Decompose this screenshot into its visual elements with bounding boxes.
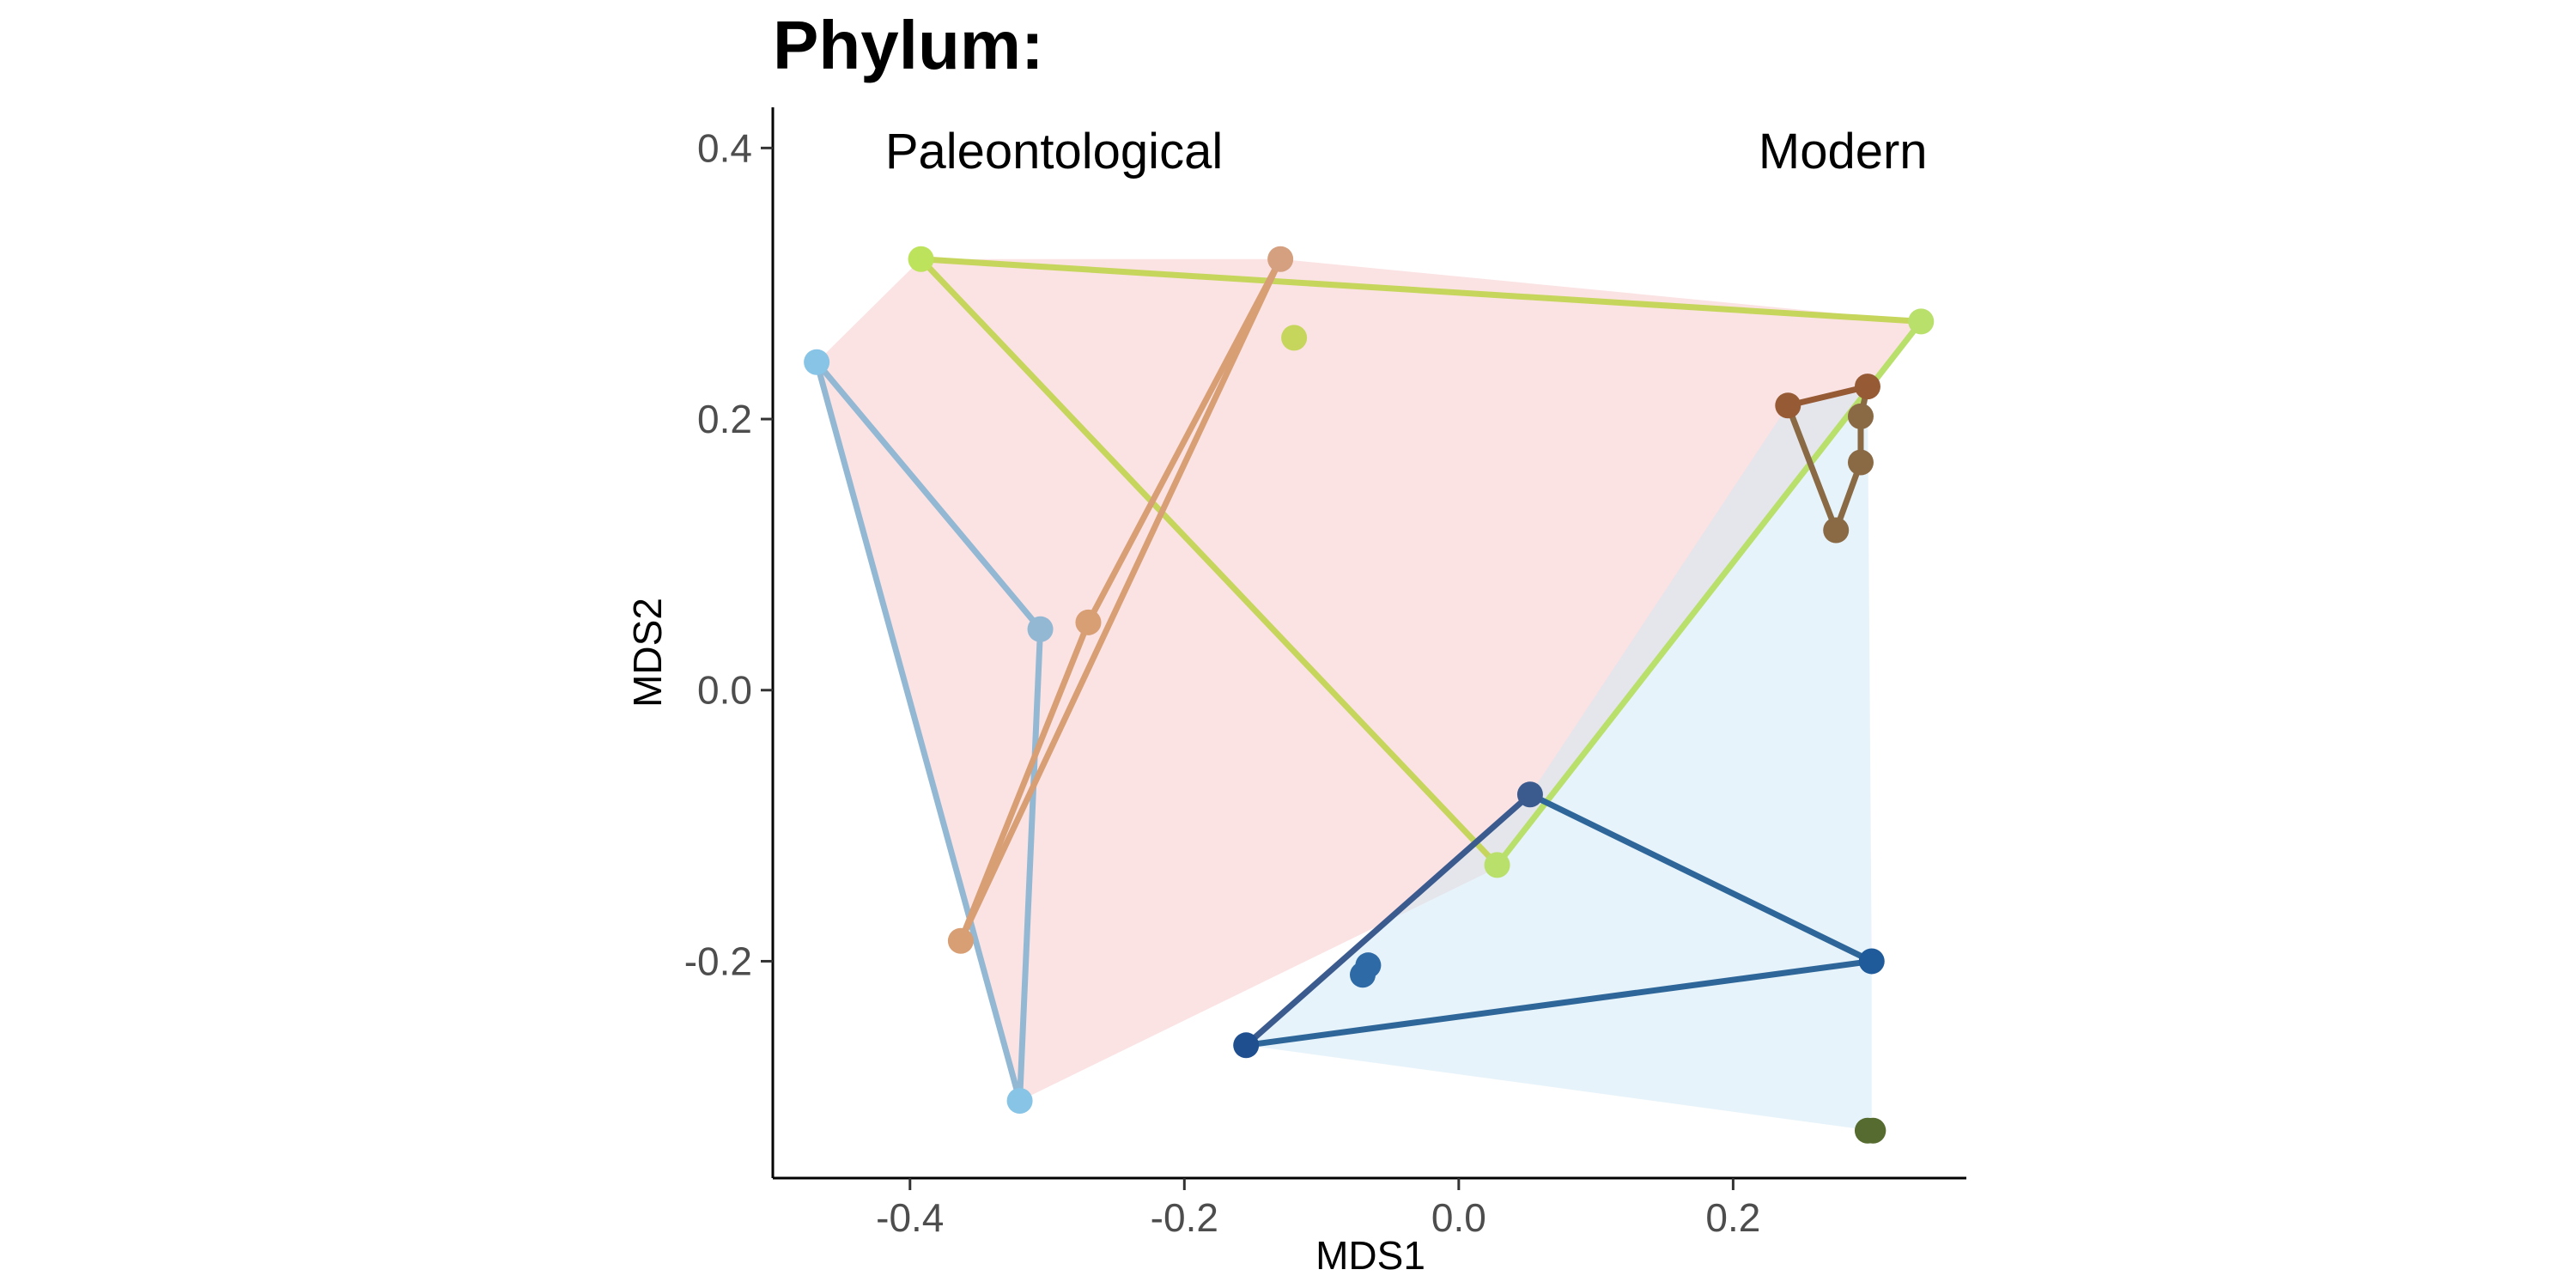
- series-line-3: [813, 359, 1044, 633]
- series-line-0: [918, 256, 1924, 325]
- data-point-3: [1281, 325, 1308, 351]
- data-point-15: [1775, 392, 1801, 419]
- hull-1: [1246, 386, 1872, 1131]
- data-point-10: [1233, 1032, 1260, 1059]
- data-point-0: [908, 246, 934, 272]
- series-line-6: [957, 256, 1284, 945]
- chart-title: Phylum:: [773, 7, 1044, 83]
- series-line-11: [1242, 957, 1875, 1048]
- data-point-2: [1484, 852, 1510, 878]
- series-line-12: [1784, 383, 1871, 409]
- hull-0: [817, 258, 1922, 1102]
- data-point-7: [1267, 246, 1294, 272]
- series-line-1: [918, 256, 1501, 868]
- series-line-7: [957, 619, 1091, 945]
- hull-layer: [817, 258, 1922, 1131]
- data-point-14: [1350, 962, 1376, 988]
- data-point-21: [1860, 1117, 1886, 1144]
- series-line-5: [813, 359, 1024, 1104]
- x-axis-label: MDS1: [1315, 1233, 1425, 1278]
- data-point-9: [947, 927, 974, 954]
- series-line-9: [1242, 791, 1534, 1048]
- x-tick-label: -0.2: [1151, 1195, 1218, 1240]
- data-point-6: [1006, 1088, 1033, 1115]
- data-point-19: [1823, 517, 1850, 544]
- point-layer: [804, 246, 1935, 1144]
- data-point-5: [1027, 616, 1054, 642]
- x-tick-label: 0.2: [1705, 1195, 1760, 1240]
- data-point-8: [1075, 609, 1102, 635]
- x-tick-label: -0.4: [876, 1195, 944, 1240]
- y-tick-label: 0.4: [697, 125, 752, 170]
- series-line-4: [1017, 626, 1044, 1104]
- data-point-1: [1908, 308, 1935, 335]
- series-line-13: [1784, 402, 1839, 533]
- y-tick-label: -0.2: [684, 939, 752, 983]
- annotation-layer: Paleontological Modern: [885, 124, 1928, 179]
- y-tick-label: 0.2: [697, 397, 752, 441]
- series-line-10: [1527, 791, 1875, 964]
- data-point-17: [1847, 403, 1874, 429]
- annotation-paleontological: Paleontological: [885, 124, 1223, 179]
- tick-layer: -0.4 -0.2 0.0 0.2 -0.2 0.0 0.2 0.4: [684, 125, 1761, 1240]
- data-point-16: [1854, 374, 1880, 400]
- series-line-8: [1084, 256, 1284, 626]
- annotation-modern: Modern: [1759, 124, 1928, 179]
- data-point-4: [804, 349, 830, 375]
- data-point-11: [1516, 781, 1543, 808]
- data-point-18: [1847, 449, 1874, 476]
- x-tick-label: 0.0: [1431, 1195, 1486, 1240]
- y-tick-label: 0.0: [697, 668, 752, 713]
- axis-layer: [771, 107, 1966, 1180]
- y-axis-label: MDS2: [625, 598, 670, 708]
- data-point-12: [1858, 948, 1885, 975]
